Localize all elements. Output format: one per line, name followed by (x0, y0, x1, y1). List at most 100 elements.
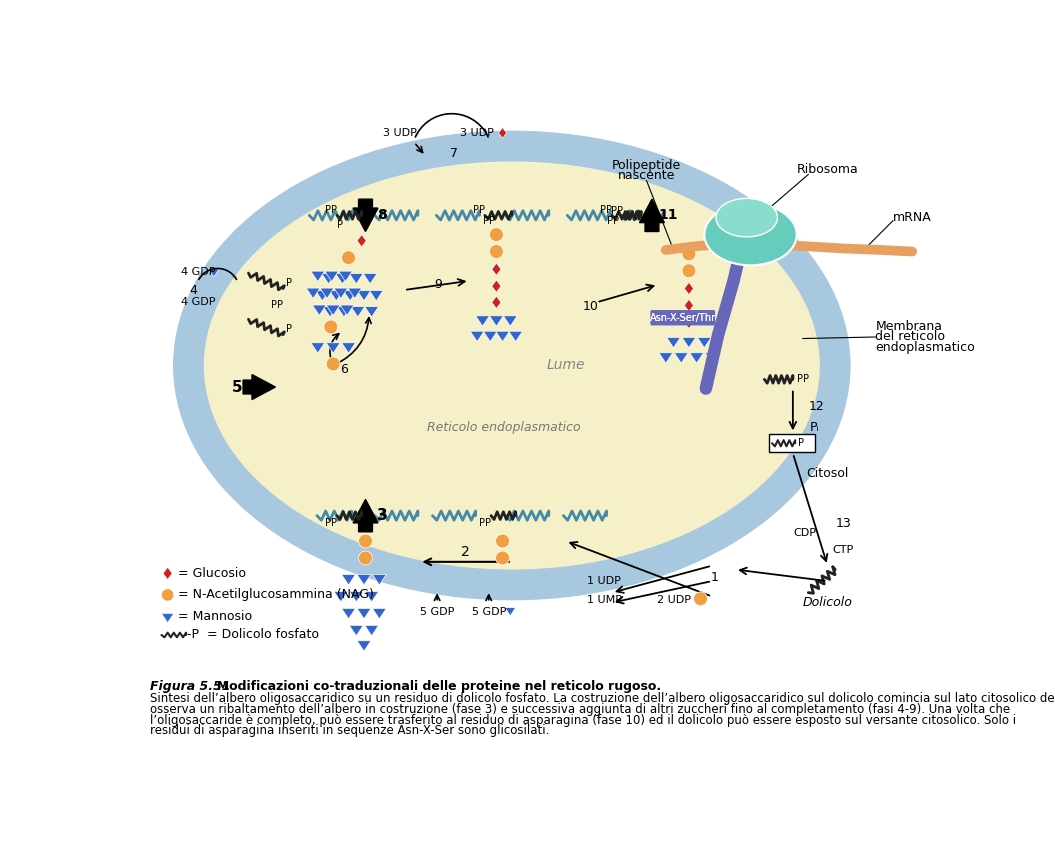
Polygon shape (365, 592, 379, 602)
Polygon shape (492, 280, 501, 292)
Text: Asn-X-Ser/Thr: Asn-X-Ser/Thr (650, 313, 715, 323)
Polygon shape (483, 331, 497, 341)
Polygon shape (667, 337, 680, 348)
Text: PP: PP (325, 518, 337, 528)
Text: PP: PP (611, 206, 622, 217)
Polygon shape (639, 200, 665, 232)
Polygon shape (372, 575, 386, 585)
Polygon shape (503, 316, 517, 327)
Text: 3 UDP: 3 UDP (460, 128, 494, 138)
Text: P: P (799, 438, 804, 448)
Ellipse shape (204, 162, 820, 569)
Polygon shape (306, 288, 320, 298)
Polygon shape (349, 626, 363, 636)
Circle shape (682, 247, 696, 261)
Circle shape (693, 592, 708, 606)
Text: mRNA: mRNA (893, 211, 932, 224)
Text: 7: 7 (450, 147, 458, 160)
Polygon shape (334, 288, 348, 298)
Text: Reticolo endoplasmatico: Reticolo endoplasmatico (427, 421, 581, 434)
Text: 1 UMP: 1 UMP (587, 595, 621, 606)
Polygon shape (322, 274, 335, 284)
Circle shape (496, 534, 510, 548)
Circle shape (359, 534, 372, 548)
Text: CDP: CDP (793, 529, 816, 538)
Text: 6: 6 (340, 363, 348, 376)
Polygon shape (329, 290, 343, 301)
Polygon shape (342, 608, 356, 619)
Polygon shape (342, 343, 356, 353)
Polygon shape (363, 274, 377, 284)
Polygon shape (471, 331, 484, 341)
Text: 2: 2 (461, 545, 469, 559)
Polygon shape (509, 331, 522, 341)
Text: 1: 1 (710, 571, 718, 584)
Polygon shape (496, 331, 510, 341)
Polygon shape (476, 316, 490, 327)
Text: residui di asparagina inseriti in sequenze Asn-X-Ser sono glicosilati.: residui di asparagina inseriti in sequen… (150, 724, 550, 737)
Text: 12: 12 (808, 400, 824, 413)
Polygon shape (243, 375, 275, 399)
Text: P: P (286, 278, 292, 288)
Text: -P  = Dolicolo fosfato: -P = Dolicolo fosfato (187, 628, 319, 641)
Polygon shape (326, 305, 340, 315)
Polygon shape (357, 290, 371, 301)
Polygon shape (659, 353, 673, 363)
Polygon shape (353, 200, 378, 232)
Polygon shape (705, 353, 718, 363)
Text: PP: PP (473, 205, 484, 215)
Text: = N-Acetilglucosammina (NAG): = N-Acetilglucosammina (NAG) (178, 588, 375, 601)
Polygon shape (349, 274, 363, 284)
Circle shape (490, 227, 503, 242)
Text: del reticolo: del reticolo (876, 331, 945, 344)
Text: 8: 8 (378, 208, 387, 222)
Circle shape (490, 245, 503, 258)
Text: Polipeptide: Polipeptide (612, 159, 682, 172)
Polygon shape (311, 343, 325, 353)
Text: 5 GDP: 5 GDP (420, 607, 455, 617)
Polygon shape (674, 353, 688, 363)
Ellipse shape (705, 204, 797, 265)
Polygon shape (325, 271, 339, 282)
Text: = Mannosio: = Mannosio (178, 610, 252, 623)
Polygon shape (365, 307, 379, 317)
Text: = Glucosio: = Glucosio (178, 567, 247, 580)
Polygon shape (353, 499, 378, 532)
Text: Lume: Lume (546, 359, 584, 372)
Text: PP: PP (599, 205, 612, 215)
Text: 3: 3 (377, 508, 388, 523)
Polygon shape (315, 290, 329, 301)
Polygon shape (334, 592, 348, 602)
Text: endoplasmatico: endoplasmatico (876, 340, 975, 353)
Text: 11: 11 (658, 208, 678, 222)
Polygon shape (340, 305, 354, 315)
Text: Dolicolo: Dolicolo (803, 596, 852, 609)
Polygon shape (323, 307, 337, 317)
Polygon shape (320, 288, 334, 298)
Polygon shape (312, 305, 326, 315)
Polygon shape (311, 271, 325, 282)
Polygon shape (357, 608, 371, 619)
Circle shape (682, 264, 696, 277)
Text: osserva un ribaltamento dell’albero in costruzione (fase 3) e successiva aggiunt: osserva un ribaltamento dell’albero in c… (150, 702, 1010, 715)
Text: PP: PP (797, 374, 809, 384)
Circle shape (326, 357, 340, 371)
Text: 3 UDP: 3 UDP (383, 128, 417, 138)
Polygon shape (339, 271, 352, 282)
Polygon shape (685, 283, 693, 295)
Text: Membrana: Membrana (876, 321, 942, 334)
Polygon shape (335, 274, 349, 284)
Text: PP: PP (608, 217, 619, 226)
Text: 5 GDP: 5 GDP (472, 607, 506, 617)
Text: 4 GDP: 4 GDP (180, 266, 215, 276)
Circle shape (342, 251, 356, 264)
Polygon shape (690, 353, 704, 363)
Text: Asn-X-Ser/Thr: Asn-X-Ser/Thr (650, 313, 715, 323)
Polygon shape (161, 613, 174, 623)
Text: Citosol: Citosol (806, 467, 848, 480)
Polygon shape (343, 290, 357, 301)
Text: CTP: CTP (832, 545, 853, 556)
Text: 10: 10 (582, 300, 598, 313)
Text: 1 UDP: 1 UDP (588, 576, 621, 586)
Text: Pᵢ: Pᵢ (810, 421, 820, 434)
